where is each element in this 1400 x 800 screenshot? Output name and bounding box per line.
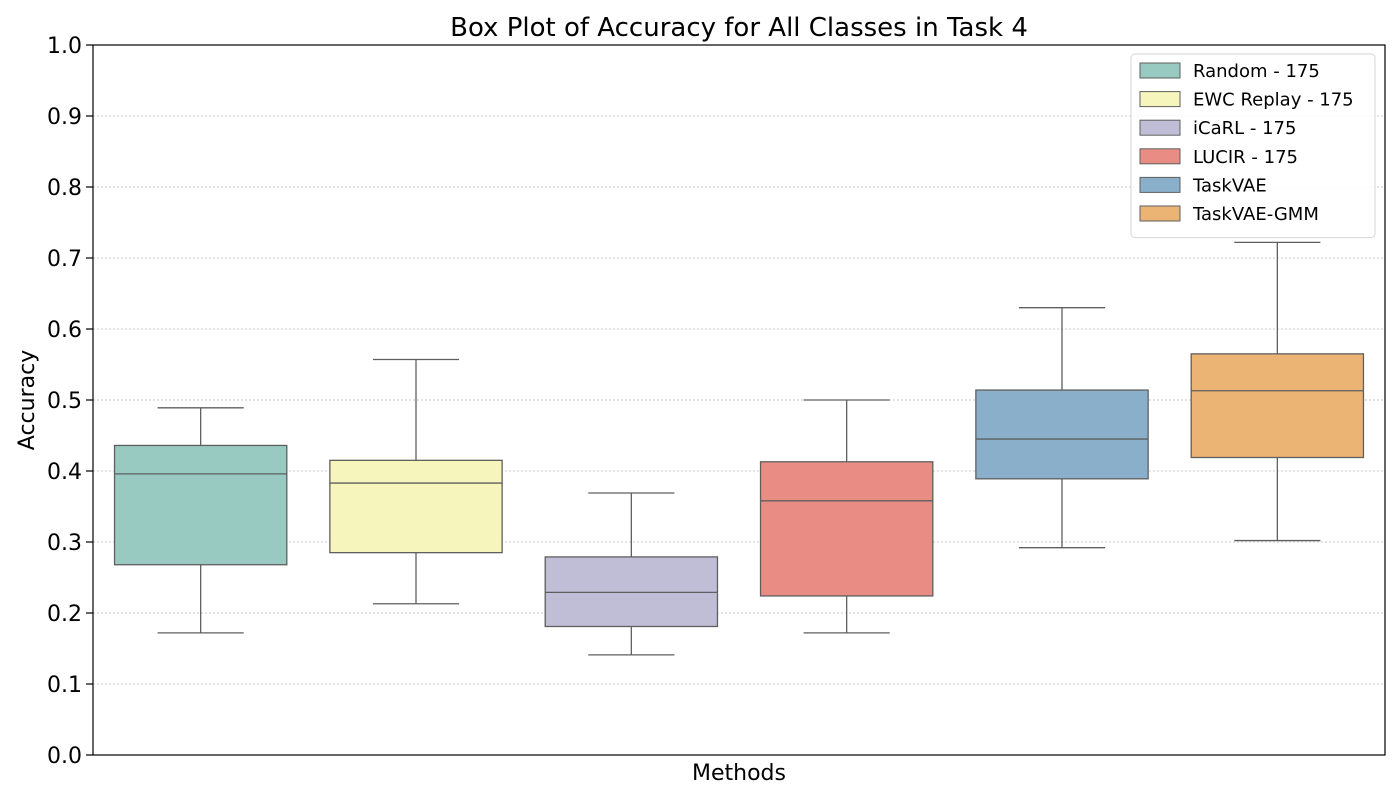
y-tick-label: 0.0 [47,744,82,769]
box-taskvae-gmm [1190,241,1365,542]
y-tick-label: 0.6 [47,318,82,343]
legend-swatch [1139,91,1181,108]
y-tick-label: 1.0 [47,34,82,59]
legend-label: Random - 175 [1193,61,1320,82]
y-axis-ticks: 0.0 0.1 0.2 0.3 0.4 0.5 0.6 0.7 0.8 0.9 1.0 [47,34,93,769]
iqr-box [975,389,1149,480]
iqr-box [759,461,934,597]
box-random-175 [113,407,288,634]
box-taskvae [975,307,1149,549]
y-tick-label: 0.3 [47,531,82,556]
box-lucir-175 [759,399,934,634]
legend: Random - 175 EWC Replay - 175 iCaRL - 175 L… [1130,53,1376,239]
legend-swatch [1139,148,1181,165]
chart-title: Box Plot of Accuracy for All Classes in … [450,13,1028,43]
legend-label: EWC Replay - 175 [1193,90,1354,111]
legend-frame [1130,53,1376,239]
legend-label: iCaRL - 175 [1193,118,1296,139]
iqr-box [113,444,288,566]
box-group [113,241,1365,656]
x-axis-title: Methods [692,761,786,786]
y-axis-title: Accuracy [15,350,40,450]
legend-label: LUCIR - 175 [1193,147,1298,168]
iqr-box [329,459,503,554]
box-ewc-replay-175 [329,358,503,605]
legend-swatch [1139,119,1181,136]
y-tick-label: 0.4 [47,460,82,485]
y-tick-label: 0.2 [47,602,82,627]
legend-swatch [1139,62,1181,79]
legend-label: TaskVAE [1192,175,1267,196]
y-tick-label: 0.1 [47,673,82,698]
legend-swatch [1139,205,1181,222]
legend-label: TaskVAE-GMM [1192,204,1319,225]
y-tick-label: 0.5 [47,389,82,414]
y-tick-label: 0.8 [47,176,82,201]
y-tick-label: 0.9 [47,105,82,130]
y-tick-label: 0.7 [47,247,82,272]
box-icarl-175 [544,492,719,656]
iqr-box [1190,353,1365,459]
iqr-box [544,556,719,628]
legend-swatch [1139,176,1181,193]
